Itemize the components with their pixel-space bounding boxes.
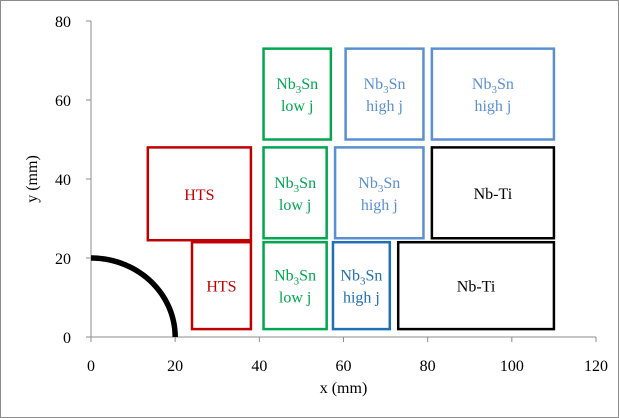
x-tick-label: 0 [87,358,95,375]
x-tick-label: 60 [336,358,352,375]
block-nb3sn-low-mid: Nb3Sn low j [262,146,328,240]
block-label: Nb3Sn [276,76,318,96]
block-label: high j [474,98,511,115]
block-rect [344,47,425,141]
block-rect [396,240,556,331]
y-axis-title: y (mm) [24,155,41,203]
block-label: low j [279,290,311,307]
x-axis-title: x (mm) [320,380,368,397]
block-label: Nb-Ti [474,186,513,203]
y-tick-label: 60 [55,93,71,110]
block-nb3sn-low-bot: Nb3Sn low j [262,240,328,331]
block-hts-inner: HTS [190,240,253,331]
y-tick-label: 0 [63,330,71,347]
block-rect [262,240,328,331]
y-tick-label: 40 [55,172,71,189]
block-label: Nb3Sn [472,76,514,96]
y-tick-label: 80 [55,14,71,31]
block-rect [262,146,328,240]
x-tick-label: 80 [420,358,436,375]
block-rect [146,146,253,242]
block-rect [430,47,556,141]
x-tick-label: 120 [584,358,608,375]
block-label: Nb3Sn [340,268,382,288]
block-label: high j [366,98,403,115]
block-label: low j [279,197,311,214]
block-label: Nb-Ti [457,279,496,296]
block-label: Nb3Sn [274,175,316,195]
block-label: Nb3Sn [364,76,406,96]
block-label: high j [343,290,380,307]
block-nbti-bot: Nb-Ti [396,240,556,331]
block-nb3sn-high-top2: Nb3Sn high j [430,47,556,141]
block-label: HTS [206,279,236,296]
y-tick-label: 20 [55,251,71,268]
block-nbti-mid: Nb-Ti [430,146,556,240]
axes: 0 20 40 60 80 100 120 0 20 40 60 80 [55,14,608,375]
block-label: Nb3Sn [358,175,400,195]
block-label: Nb3Sn [274,268,316,288]
block-rect [331,240,392,331]
block-label: low j [281,98,313,115]
block-label: high j [361,197,398,214]
block-nb3sn-high-top1: Nb3Sn high j [344,47,425,141]
block-label: HTS [184,187,214,204]
block-rect [262,47,333,141]
x-tick-label: 40 [251,358,267,375]
block-hts-outer: HTS [146,146,253,242]
block-nb3sn-high-mid: Nb3Sn high j [333,146,425,240]
block-rect [333,146,425,240]
block-rect [190,240,253,331]
block-nb3sn-high-bot: Nb3Sn high j [331,240,392,331]
beam-pipe-arc-layer [90,255,178,338]
block-nb3sn-low-top: Nb3Sn low j [262,47,333,141]
block-rect [430,146,556,240]
x-tick-label: 20 [167,358,183,375]
aperture-arc [90,255,178,338]
x-tick-label: 100 [500,358,524,375]
